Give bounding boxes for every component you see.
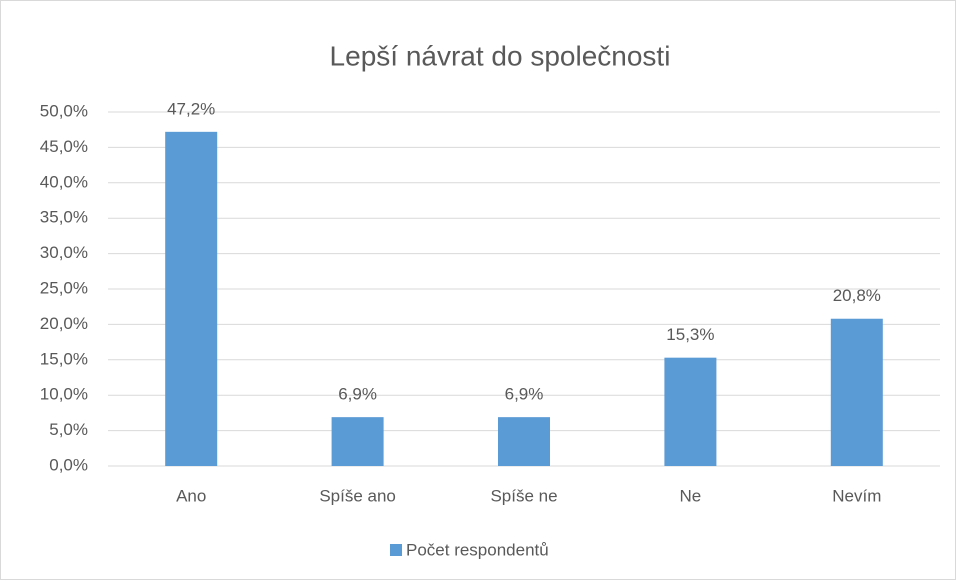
y-tick-label: 50,0% bbox=[40, 101, 88, 120]
bar bbox=[830, 318, 883, 466]
value-label: 47,2% bbox=[167, 99, 215, 118]
bar bbox=[331, 417, 384, 466]
y-tick-label: 10,0% bbox=[40, 385, 88, 404]
bar bbox=[165, 131, 218, 466]
y-tick-label: 5,0% bbox=[49, 420, 88, 439]
y-tick-label: 45,0% bbox=[40, 137, 88, 156]
bar bbox=[498, 417, 550, 466]
legend-label: Počet respondentů bbox=[406, 540, 549, 559]
x-tick-label: Ne bbox=[680, 486, 702, 505]
y-tick-label: 0,0% bbox=[49, 455, 88, 474]
y-tick-label: 30,0% bbox=[40, 243, 88, 262]
y-tick-label: 40,0% bbox=[40, 172, 88, 191]
y-tick-label: 35,0% bbox=[40, 208, 88, 227]
chart-title: Lepší návrat do společnosti bbox=[330, 40, 671, 71]
y-tick-label: 20,0% bbox=[40, 314, 88, 333]
value-label: 15,3% bbox=[666, 325, 714, 344]
value-label: 6,9% bbox=[338, 385, 377, 404]
y-tick-label: 15,0% bbox=[40, 349, 88, 368]
y-tick-label: 25,0% bbox=[40, 278, 88, 297]
x-tick-label: Spíše ano bbox=[319, 486, 396, 505]
value-label: 20,8% bbox=[833, 286, 881, 305]
legend-swatch bbox=[390, 544, 402, 556]
x-tick-label: Ano bbox=[176, 486, 206, 505]
x-tick-label: Nevím bbox=[832, 486, 881, 505]
bar bbox=[664, 357, 717, 466]
value-label: 6,9% bbox=[505, 385, 544, 404]
x-tick-label: Spíše ne bbox=[490, 486, 557, 505]
